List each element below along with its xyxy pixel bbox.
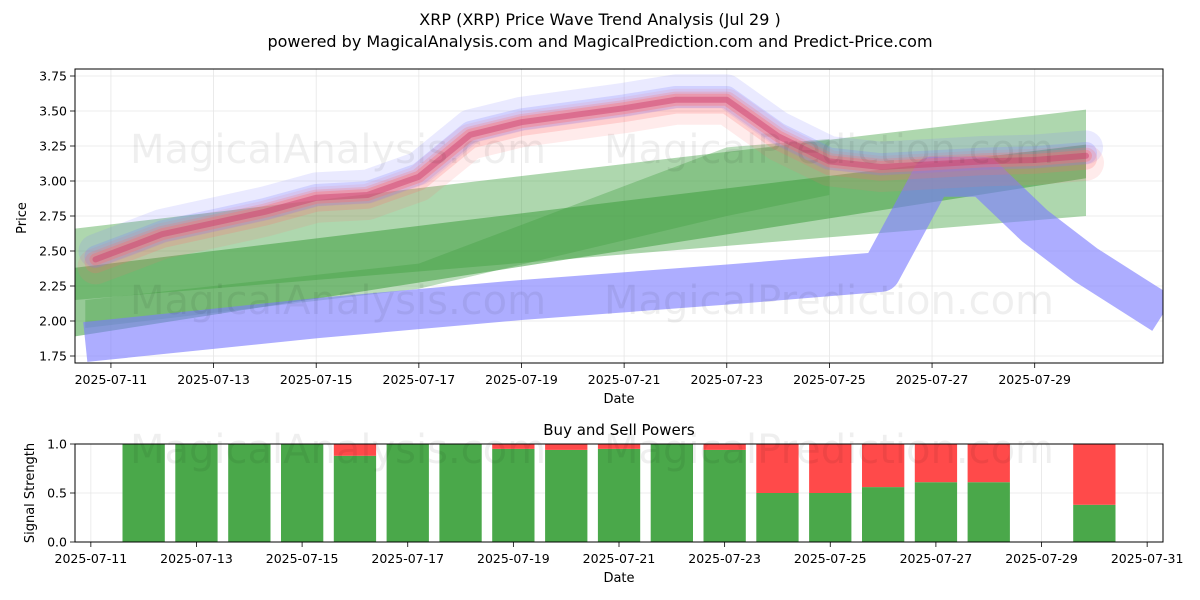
- price-y-ticks: 1.75 2.00 2.25 2.50 2.75 3.00 3.25 3.50 3.75: [39, 69, 75, 364]
- price-x-axis-label: Date: [603, 392, 634, 407]
- watermark-right-top: MagicalPrediction.com: [604, 127, 1054, 173]
- buy-bar: [967, 482, 1010, 542]
- buy-sell-chart: MagicalAnalysis.com MagicalPrediction.co…: [23, 421, 1183, 586]
- buy-bar: [545, 449, 588, 542]
- price-y-tick-label: 3.00: [39, 174, 67, 189]
- price-wave-layer-1: [78, 74, 1103, 268]
- signal-y-tick-label: 0.0: [47, 535, 67, 550]
- signal-bars: [122, 444, 1116, 542]
- price-y-tick-label: 2.50: [39, 244, 67, 259]
- signal-x-tick-label: 2025-07-25: [794, 551, 867, 566]
- price-wave-chart: MagicalAnalysis.com MagicalPrediction.co…: [15, 10, 1164, 407]
- signal-x-tick-label: 2025-07-15: [266, 551, 339, 566]
- price-x-tick-label: 2025-07-11: [75, 372, 148, 387]
- buy-bar: [333, 455, 377, 542]
- signal-y-tick-label: 0.5: [47, 486, 67, 501]
- signal-x-tick-label: 2025-07-27: [900, 551, 973, 566]
- buy-bar: [650, 444, 693, 542]
- price-y-tick-label: 3.25: [39, 139, 67, 154]
- signal-x-ticks: 2025-07-11 2025-07-13 2025-07-15 2025-07-17…: [55, 542, 1184, 566]
- sell-bar: [492, 444, 535, 449]
- blue-wave-band: [83, 156, 1163, 362]
- sell-bar: [809, 444, 852, 493]
- price-wave-layer-6: [92, 96, 1089, 263]
- price-wave-layer-4: [84, 91, 1097, 274]
- price-y-tick-label: 2.75: [39, 209, 67, 224]
- sell-bar: [967, 444, 1010, 483]
- sell-bar: [333, 444, 377, 456]
- signal-x-tick-label: 2025-07-19: [477, 551, 550, 566]
- buy-bar: [439, 444, 482, 542]
- chart-title: XRP (XRP) Price Wave Trend Analysis (Jul…: [419, 10, 780, 29]
- trend-band-2: [75, 144, 1086, 337]
- price-x-tick-label: 2025-07-27: [896, 372, 969, 387]
- signal-y-ticks: 0.0 0.5 1.0: [47, 437, 75, 550]
- watermark-left-mid: MagicalAnalysis.com: [130, 278, 546, 324]
- buy-bar: [281, 444, 324, 542]
- price-y-tick-label: 3.50: [39, 104, 67, 119]
- signal-x-tick-label: 2025-07-31: [1111, 551, 1184, 566]
- price-wave-layer-2: [77, 88, 1104, 285]
- price-wave-layer-5: [89, 93, 1092, 266]
- trend-bands: [75, 109, 1086, 337]
- buy-bar: [914, 482, 958, 542]
- sell-bar: [914, 444, 958, 483]
- buy-bar: [386, 444, 429, 542]
- chart-subtitle: powered by MagicalAnalysis.com and Magic…: [267, 32, 932, 51]
- price-x-ticks: 2025-07-11 2025-07-13 2025-07-15 2025-07-17…: [75, 363, 1071, 387]
- buy-bar: [175, 444, 218, 542]
- sell-bar: [703, 444, 746, 450]
- watermark-right-bottom: MagicalPrediction.com: [604, 427, 1054, 473]
- price-x-tick-label: 2025-07-29: [998, 372, 1071, 387]
- price-y-tick-label: 2.25: [39, 279, 67, 294]
- buy-bar: [228, 444, 271, 542]
- signal-x-tick-label: 2025-07-17: [371, 551, 444, 566]
- price-x-tick-label: 2025-07-21: [588, 372, 661, 387]
- price-wave: [77, 74, 1104, 285]
- price-x-tick-label: 2025-07-17: [383, 372, 456, 387]
- buy-bar: [1073, 504, 1116, 542]
- signal-x-tick-label: 2025-07-13: [160, 551, 233, 566]
- watermark-right-mid: MagicalPrediction.com: [604, 278, 1054, 324]
- sell-bar: [862, 444, 905, 488]
- watermark-left-bottom: MagicalAnalysis.com: [130, 427, 546, 473]
- signal-x-tick-label: 2025-07-21: [583, 551, 656, 566]
- trend-band-3: [85, 139, 830, 328]
- buy-bar: [597, 448, 641, 542]
- signal-y-tick-label: 1.0: [47, 437, 67, 452]
- buy-bar: [122, 444, 165, 542]
- buy-bar: [492, 448, 535, 542]
- buy-bar: [756, 493, 799, 542]
- signal-chart-title: Buy and Sell Powers: [543, 421, 695, 439]
- buy-bar: [703, 449, 746, 542]
- price-x-tick-label: 2025-07-15: [280, 372, 353, 387]
- signal-x-axis-label: Date: [603, 571, 634, 586]
- blue-band-path: [83, 156, 1163, 362]
- sell-bar: [1073, 444, 1116, 505]
- sell-bar: [756, 444, 799, 493]
- price-x-tick-label: 2025-07-13: [177, 372, 250, 387]
- watermark-left-top: MagicalAnalysis.com: [130, 127, 546, 173]
- sell-bar: [545, 444, 588, 450]
- price-x-tick-label: 2025-07-23: [690, 372, 763, 387]
- price-x-tick-label: 2025-07-19: [485, 372, 558, 387]
- signal-x-tick-label: 2025-07-29: [1005, 551, 1078, 566]
- price-x-tick-label: 2025-07-25: [793, 372, 866, 387]
- price-y-tick-label: 1.75: [39, 349, 67, 364]
- signal-x-tick-label: 2025-07-23: [688, 551, 761, 566]
- price-wave-layer-3: [84, 86, 1097, 268]
- price-y-axis-label: Price: [15, 202, 30, 234]
- price-y-tick-label: 3.75: [39, 69, 67, 84]
- price-y-tick-label: 2.00: [39, 314, 67, 329]
- buy-bar: [862, 487, 905, 542]
- signal-x-tick-label: 2025-07-11: [55, 551, 128, 566]
- sell-bar: [597, 444, 641, 449]
- buy-bar: [809, 493, 852, 542]
- signal-y-axis-label: Signal Strength: [23, 443, 38, 543]
